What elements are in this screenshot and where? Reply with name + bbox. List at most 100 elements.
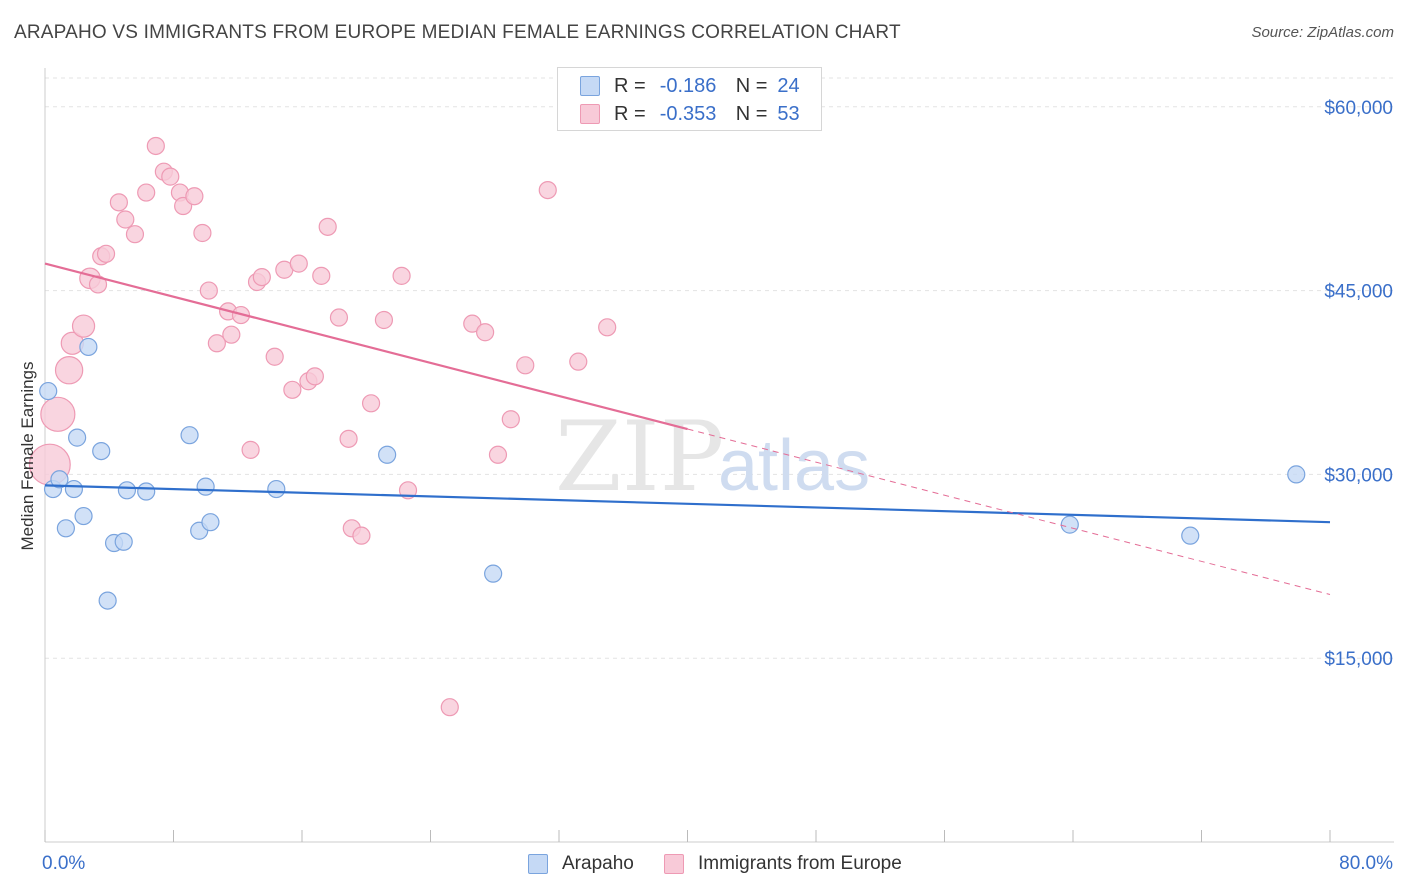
europe-point xyxy=(252,267,271,287)
arapaho-point xyxy=(117,481,137,500)
europe-point xyxy=(516,356,535,375)
y-tick-label: $45,000 xyxy=(1324,282,1393,303)
stats-legend: R = -0.186 N = 24 R = -0.353 N = 53 xyxy=(557,67,822,131)
watermark-zip: ZIP xyxy=(555,401,724,513)
europe-point xyxy=(289,254,308,273)
europe-point xyxy=(116,210,135,229)
europe-point xyxy=(488,445,508,464)
europe-point xyxy=(71,314,96,338)
r-label: R = xyxy=(614,74,646,97)
europe-point xyxy=(137,183,156,202)
n-value: 24 xyxy=(777,74,800,97)
europe-point xyxy=(598,318,617,337)
legend-item-arapaho[interactable]: Arapaho xyxy=(528,852,634,876)
europe-point xyxy=(193,223,212,243)
n-value: 53 xyxy=(777,102,800,125)
arapaho-point xyxy=(137,482,156,501)
x-tick-label: 80.0% xyxy=(1339,853,1393,874)
arapaho-point xyxy=(98,591,117,610)
stats-row-arapaho: R = -0.186 N = 24 xyxy=(580,74,800,98)
europe-point xyxy=(283,380,302,399)
x-tick-label: 0.0% xyxy=(42,853,85,874)
arapaho-point xyxy=(39,381,58,401)
europe-point xyxy=(185,187,204,206)
europe-swatch xyxy=(580,104,600,124)
arapaho-point xyxy=(378,445,397,464)
arapaho-point xyxy=(79,337,98,357)
y-tick-label: $30,000 xyxy=(1324,465,1393,486)
watermark: ZIP atlas xyxy=(555,401,870,513)
arapaho-point xyxy=(267,479,286,499)
europe-point xyxy=(88,275,108,294)
europe-point xyxy=(352,526,371,545)
europe-point xyxy=(501,410,520,429)
europe-legend-swatch xyxy=(664,854,684,874)
arapaho-point xyxy=(1181,526,1200,545)
europe-point xyxy=(463,314,482,333)
europe-point xyxy=(161,167,180,186)
legend-label: Arapaho xyxy=(562,853,634,874)
legend-item-europe[interactable]: Immigrants from Europe xyxy=(664,852,902,876)
arapaho-point xyxy=(56,519,75,538)
arapaho-legend-swatch xyxy=(528,854,548,874)
europe-point xyxy=(440,698,459,717)
europe-point xyxy=(125,225,145,244)
arapaho-point xyxy=(1287,465,1306,484)
arapaho-point xyxy=(114,532,133,551)
arapaho-trend-line xyxy=(44,484,1331,524)
europe-point xyxy=(569,352,588,371)
europe-point xyxy=(96,244,116,263)
trend-layer xyxy=(44,262,1331,595)
arapaho-point xyxy=(196,477,215,496)
europe-point xyxy=(146,136,165,156)
r-label: R = xyxy=(614,102,646,125)
source-label: Source: ZipAtlas.com xyxy=(1251,24,1394,41)
arapaho-point xyxy=(92,441,111,461)
n-label: N = xyxy=(735,102,768,125)
arapaho-point xyxy=(50,470,69,489)
y-tick-label: $60,000 xyxy=(1324,98,1393,119)
y-axis-label: Median Female Earnings xyxy=(18,362,37,551)
europe-point xyxy=(312,266,331,285)
europe-point xyxy=(222,325,241,344)
europe-point xyxy=(207,334,226,353)
r-value: -0.186 xyxy=(659,74,717,97)
stats-row-europe: R = -0.353 N = 53 xyxy=(580,102,800,126)
grid-layer xyxy=(45,77,1394,659)
europe-point xyxy=(318,217,337,236)
europe-point xyxy=(339,429,358,448)
chart-title: ARAPAHO VS IMMIGRANTS FROM EUROPE MEDIAN… xyxy=(14,22,901,43)
europe-trend-line-extrapolated xyxy=(687,428,1331,595)
europe-point xyxy=(538,180,557,200)
europe-trend-line xyxy=(44,262,688,431)
europe-point xyxy=(476,323,495,342)
europe-point xyxy=(54,356,84,385)
legend-label: Immigrants from Europe xyxy=(698,853,902,874)
europe-point xyxy=(199,281,218,300)
europe-point xyxy=(241,440,260,459)
n-label: N = xyxy=(735,74,768,97)
y-tick-label: $15,000 xyxy=(1324,649,1393,670)
r-value: -0.353 xyxy=(659,102,717,125)
europe-point xyxy=(40,396,76,432)
arapaho-point xyxy=(68,428,87,447)
europe-point xyxy=(329,308,349,327)
points-layer xyxy=(28,136,1306,717)
europe-point xyxy=(361,394,381,413)
arapaho-swatch xyxy=(580,76,600,96)
arapaho-point xyxy=(180,426,199,445)
europe-point xyxy=(392,266,411,285)
tick-label-layer: $15,000 $30,000 $45,000 $60,000 0.0% 80.0% xyxy=(42,98,1393,874)
arapaho-point xyxy=(74,506,93,526)
arapaho-point xyxy=(201,513,220,532)
europe-point xyxy=(398,481,418,500)
arapaho-point xyxy=(484,564,503,583)
europe-point xyxy=(265,347,284,366)
watermark-atlas: atlas xyxy=(718,426,870,506)
europe-point xyxy=(305,367,324,386)
europe-point xyxy=(374,310,394,330)
europe-point xyxy=(109,193,128,212)
arapaho-point xyxy=(64,479,84,499)
arapaho-point xyxy=(1060,515,1079,534)
